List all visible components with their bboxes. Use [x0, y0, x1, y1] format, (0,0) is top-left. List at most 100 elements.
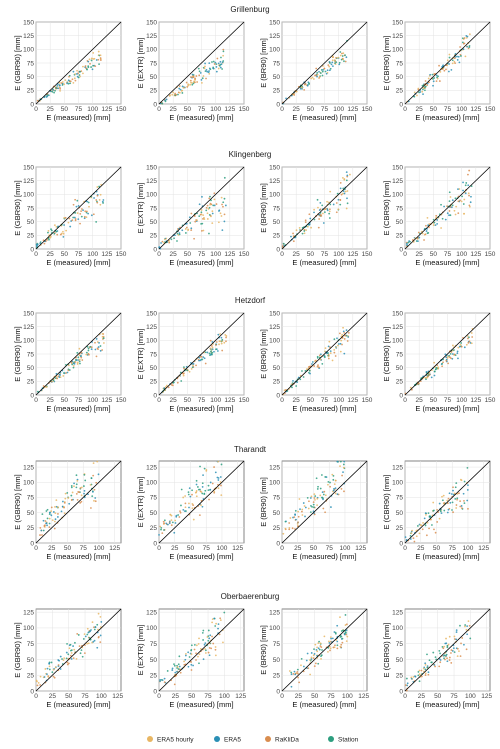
- data-point: [319, 645, 322, 647]
- x-tick-label: 125: [481, 693, 492, 700]
- x-tick-label: 100: [456, 251, 467, 258]
- data-point: [453, 209, 456, 212]
- data-point: [184, 228, 187, 230]
- data-point: [54, 666, 57, 669]
- data-point: [346, 635, 349, 638]
- data-point: [342, 330, 345, 333]
- data-point: [75, 657, 78, 660]
- x-tick-label: 0: [34, 397, 38, 404]
- data-point: [460, 642, 462, 645]
- data-point: [430, 376, 433, 379]
- data-point: [99, 57, 102, 59]
- data-point: [329, 485, 332, 488]
- y-tick-label: 150: [392, 164, 403, 171]
- data-point: [464, 625, 466, 628]
- data-point: [186, 369, 189, 372]
- data-point: [433, 374, 436, 377]
- data-point: [164, 385, 167, 388]
- data-point: [65, 229, 68, 232]
- data-point: [95, 199, 98, 201]
- data-point: [86, 353, 89, 356]
- data-point: [329, 62, 331, 64]
- data-point: [87, 347, 90, 350]
- data-point: [341, 55, 344, 57]
- data-point: [172, 91, 175, 94]
- data-point: [463, 198, 466, 201]
- x-tick-label: 50: [307, 251, 315, 258]
- y-tick-label: 25: [396, 673, 404, 680]
- data-point: [316, 497, 319, 500]
- data-point: [456, 352, 459, 355]
- data-point: [443, 654, 446, 657]
- data-point: [43, 676, 46, 678]
- y-tick-label: 50: [273, 365, 281, 372]
- data-point: [282, 242, 285, 245]
- y-axis-label: E (BR90) [mm]: [259, 477, 268, 527]
- data-point: [215, 344, 217, 346]
- data-point: [183, 367, 185, 370]
- data-point: [306, 652, 309, 655]
- data-point: [424, 376, 427, 379]
- data-point: [337, 208, 340, 211]
- x-tick-label: 100: [333, 106, 344, 113]
- data-point: [425, 230, 428, 232]
- y-tick-label: 150: [146, 310, 157, 317]
- data-point: [202, 629, 205, 632]
- data-point: [467, 192, 470, 195]
- data-point: [176, 240, 178, 242]
- y-tick-label: 50: [27, 365, 35, 372]
- data-point: [424, 85, 427, 88]
- x-axis-label: E (measured) [mm]: [169, 113, 233, 122]
- data-point: [72, 645, 74, 647]
- data-point: [78, 358, 81, 361]
- data-point: [74, 79, 77, 82]
- data-point: [463, 502, 466, 505]
- data-point: [332, 203, 335, 206]
- data-point: [296, 668, 299, 671]
- data-point: [211, 222, 214, 225]
- data-point: [210, 647, 213, 650]
- data-point: [300, 664, 302, 667]
- y-tick-label: 50: [150, 74, 158, 81]
- data-point: [341, 333, 344, 336]
- data-point: [72, 364, 75, 367]
- data-point: [466, 633, 469, 636]
- data-point: [221, 340, 224, 343]
- data-point: [220, 63, 223, 65]
- data-point: [222, 48, 225, 51]
- data-point: [413, 540, 416, 543]
- identity-line: [404, 21, 491, 105]
- data-point: [50, 228, 52, 231]
- data-point: [465, 343, 468, 346]
- data-point: [92, 64, 94, 67]
- x-tick-label: 50: [184, 397, 192, 404]
- data-point: [461, 41, 464, 44]
- data-point: [56, 233, 59, 236]
- data-point: [308, 369, 311, 372]
- data-point: [331, 65, 334, 68]
- data-point: [301, 510, 303, 513]
- y-tick-label: 25: [27, 525, 35, 532]
- data-point: [222, 50, 225, 53]
- data-point: [464, 55, 467, 58]
- x-axis-label: E (measured) [mm]: [292, 404, 356, 413]
- data-point: [209, 488, 212, 491]
- data-point: [72, 216, 75, 219]
- data-point: [294, 236, 297, 239]
- data-point: [201, 82, 203, 84]
- data-point: [88, 636, 91, 639]
- data-point: [419, 91, 422, 93]
- data-point: [36, 390, 39, 393]
- data-point: [182, 508, 185, 511]
- data-point: [99, 615, 102, 618]
- data-point: [77, 634, 80, 636]
- data-point: [420, 675, 423, 678]
- data-point: [320, 214, 323, 217]
- data-point: [451, 501, 454, 504]
- data-point: [53, 527, 56, 530]
